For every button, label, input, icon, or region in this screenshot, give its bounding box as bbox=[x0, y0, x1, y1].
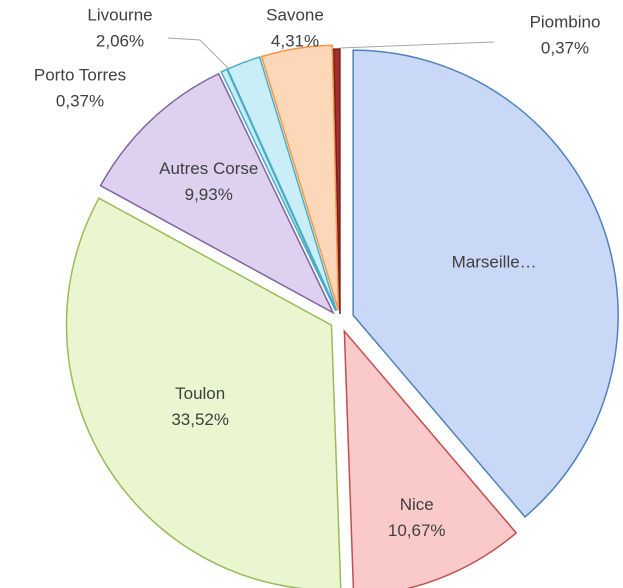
pie-slice bbox=[220, 68, 337, 312]
slice-label: Autres Corse bbox=[159, 159, 258, 178]
slice-value-label: 0,37% bbox=[541, 38, 589, 57]
slice-label: Toulon bbox=[175, 384, 225, 403]
pie-slice bbox=[99, 72, 335, 315]
pie-slice bbox=[352, 49, 619, 518]
slice-value-label: 4,31% bbox=[271, 31, 319, 50]
slice-label: Savone bbox=[266, 5, 324, 24]
slice-label: Nice bbox=[400, 495, 434, 514]
pie-slice bbox=[333, 48, 341, 315]
leader-line bbox=[167, 37, 233, 73]
slice-label: Piombino bbox=[530, 12, 601, 31]
slice-value-label: 9,93% bbox=[185, 185, 233, 204]
slice-value-label: 0,37% bbox=[56, 91, 104, 110]
slice-value-label: 10,67% bbox=[388, 521, 446, 540]
pie-slice bbox=[260, 44, 340, 311]
pie-slice bbox=[343, 329, 518, 588]
slice-label: Porto Torres bbox=[34, 65, 126, 84]
pie-slice bbox=[226, 56, 338, 311]
slice-value-label: 33,52% bbox=[171, 410, 229, 429]
pie-slice bbox=[65, 197, 342, 588]
slice-value-label: 2,06% bbox=[96, 31, 144, 50]
slice-label: Marseille… bbox=[452, 253, 537, 272]
slice-label: Livourne bbox=[87, 5, 152, 24]
leader-line bbox=[339, 41, 495, 49]
